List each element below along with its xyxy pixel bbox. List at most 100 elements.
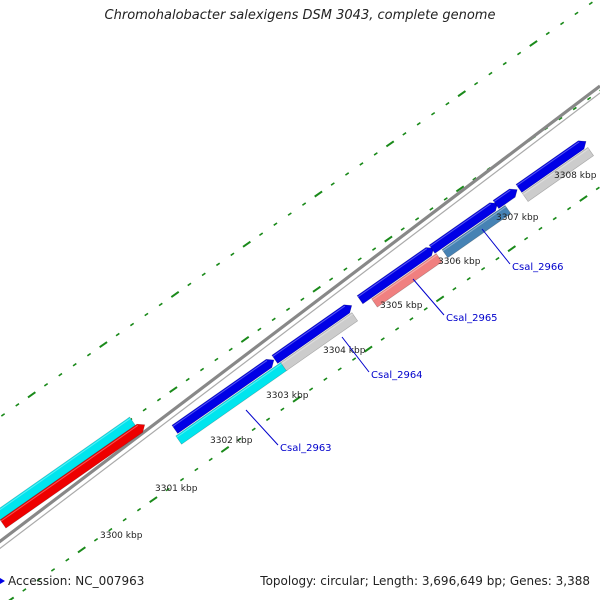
tick-row-inner [309, 388, 312, 390]
tick-row-inner [51, 569, 54, 571]
tick-row-outer-1 [243, 242, 250, 247]
tick-row-outer-2 [229, 348, 232, 350]
tick-row-outer-2 [313, 287, 320, 292]
tick-row-inner [508, 246, 515, 251]
tick-row-inner [195, 468, 198, 470]
tick-row-outer-2 [358, 258, 361, 260]
tick-row-outer-1 [386, 141, 393, 146]
tick-row-outer-2 [344, 268, 347, 270]
topology-value: circular [320, 574, 364, 588]
tick-row-inner [436, 296, 443, 301]
tick-row-outer-2 [430, 208, 433, 210]
length-label: Length: [373, 574, 418, 588]
gene-label: Csal_2963 [280, 443, 332, 454]
tick-row-inner [209, 458, 212, 460]
genome-title: Chromohalobacter salexigens DSM 3043, co… [0, 8, 600, 23]
tick-row-outer-2 [241, 337, 248, 342]
tick-row-outer-2 [200, 368, 203, 370]
tick-row-inner [352, 358, 355, 360]
genome-backbone-inner [0, 93, 600, 556]
ruler-label: 3300 kbp [100, 531, 143, 541]
tick-row-outer-1 [231, 253, 234, 255]
gene-label: Csal_2965 [446, 313, 498, 324]
tick-row-outer-2 [415, 218, 418, 220]
tick-row-outer-1 [16, 404, 19, 406]
tick-row-outer-1 [44, 384, 47, 386]
scroll-marker-icon [0, 578, 5, 584]
tick-row-inner [410, 318, 413, 320]
tick-row-inner [467, 278, 470, 280]
feature-pink-highlight [372, 255, 437, 300]
tick-row-outer-2 [157, 399, 160, 401]
tick-row-outer-1 [130, 323, 133, 325]
topology-label: Topology: [260, 574, 316, 588]
tick-row-outer-1 [171, 292, 178, 297]
length-value: 3,696,649 bp [422, 574, 502, 588]
tick-row-outer-1 [403, 133, 406, 135]
accession-label: Accession: [8, 574, 71, 588]
tick-row-outer-1 [216, 263, 219, 265]
ruler-label: 3306 kbp [438, 257, 481, 267]
tick-row-outer-1 [530, 41, 537, 46]
tick-row-outer-2 [401, 228, 404, 230]
ruler-label: 3303 kbp [266, 391, 309, 401]
tick-row-outer-2 [444, 198, 447, 200]
tick-row-inner [553, 217, 556, 219]
tick-row-outer-1 [159, 303, 162, 305]
tick-row-inner [453, 288, 456, 290]
tick-row-inner [123, 519, 126, 521]
tick-row-inner [539, 227, 542, 229]
tick-row-inner [324, 378, 327, 380]
tick-row-inner [94, 539, 97, 541]
tick-row-inner [180, 478, 183, 480]
tick-row-outer-1 [474, 82, 477, 84]
tick-row-outer-1 [374, 153, 377, 155]
ruler-label: 3308 kbp [554, 171, 597, 181]
tick-row-inner [150, 497, 157, 502]
feature-red-upper-highlight [1, 425, 138, 521]
accession-value: NC_007963 [75, 574, 144, 588]
tick-row-outer-1 [259, 233, 262, 235]
tick-row-inner [66, 559, 69, 561]
tick-row-inner [524, 237, 527, 239]
tick-row-outer-1 [417, 123, 420, 125]
tick-row-outer-1 [302, 203, 305, 205]
tick-row-outer-1 [458, 91, 465, 96]
tick-row-outer-1 [331, 183, 334, 185]
feature-cyan-lower [176, 362, 287, 444]
tick-row-outer-1 [589, 2, 592, 4]
tick-row-inner [266, 418, 269, 420]
tick-row-outer-2 [385, 236, 392, 241]
tick-row-outer-2 [372, 248, 375, 250]
tick-row-inner [496, 258, 499, 260]
tick-row-inner [580, 196, 587, 201]
tick-row-outer-1 [546, 32, 549, 34]
tick-row-inner [365, 346, 372, 351]
tick-row-outer-1 [59, 374, 62, 376]
tick-row-outer-1 [1, 414, 4, 416]
tick-row-outer-1 [517, 52, 520, 54]
tick-row-outer-1 [315, 191, 322, 196]
tick-row-inner [137, 509, 140, 511]
tick-row-outer-1 [489, 72, 492, 74]
tick-row-outer-1 [87, 354, 90, 356]
tick-row-inner [221, 447, 228, 452]
tick-row-outer-1 [446, 103, 449, 105]
tick-row-outer-1 [145, 313, 148, 315]
tick-row-outer-2 [272, 318, 275, 320]
feature-red-upper [0, 424, 145, 528]
tick-row-inner [281, 408, 284, 410]
tick-row-inner [78, 547, 85, 552]
tick-row-inner [567, 207, 570, 209]
tick-row-outer-1 [503, 62, 506, 64]
tick-row-outer-1 [345, 173, 348, 175]
gene-label: Csal_2964 [371, 370, 423, 381]
tick-row-outer-2 [215, 358, 218, 360]
ruler-label: 3301 kbp [155, 484, 198, 494]
accession-info: Accession: NC_007963 [8, 574, 144, 588]
tick-row-outer-2 [258, 328, 261, 330]
tick-row-inner [395, 328, 398, 330]
tick-row-outer-2 [587, 97, 590, 99]
